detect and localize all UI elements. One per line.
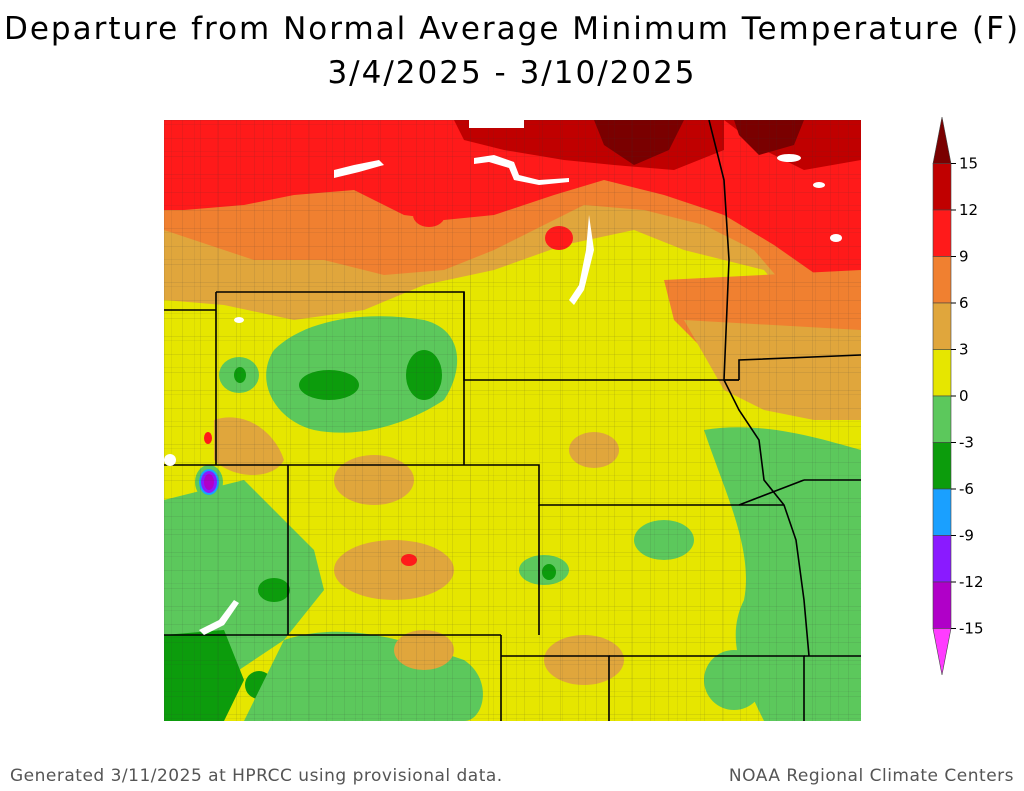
temperature-departure-map [164, 120, 861, 721]
legend-band [932, 488, 952, 536]
legend-tick-label: -12 [959, 573, 984, 591]
legend-band [932, 209, 952, 257]
legend-tick-label: -3 [959, 434, 974, 452]
map-date-range: 3/4/2025 - 3/10/2025 [327, 55, 697, 91]
map-title: Departure from Normal Average Minimum Te… [3, 11, 1021, 47]
source-credit: NOAA Regional Climate Centers [728, 766, 1014, 786]
state-boundaries [164, 120, 861, 721]
legend-tick-label: 0 [959, 387, 969, 405]
water-bodies [164, 120, 842, 635]
legend-tick-label: 9 [959, 248, 969, 266]
color-scale-legend: 15 12 9 6 3 0 -3 -6 -9 -12 -15 [932, 116, 984, 676]
legend-tick-label: 15 [959, 155, 978, 173]
generated-note: Generated 3/11/2025 at HPRCC using provi… [10, 766, 503, 786]
legend-tick-label: 12 [959, 201, 978, 219]
legend-tick-label: -6 [959, 480, 974, 498]
legend-band [932, 395, 952, 443]
legend-band [932, 163, 952, 211]
legend-tick-label: -15 [959, 620, 984, 638]
legend-tick-label: 3 [959, 341, 969, 359]
legend-band [932, 442, 952, 490]
legend-band [932, 628, 952, 676]
legend-band [932, 349, 952, 397]
legend-band [932, 256, 952, 304]
legend-tick-label: -9 [959, 527, 974, 545]
legend-band [932, 116, 952, 164]
legend-tick-label: 6 [959, 294, 969, 312]
legend-band [932, 581, 952, 629]
legend-band [932, 535, 952, 583]
legend-band [932, 302, 952, 350]
